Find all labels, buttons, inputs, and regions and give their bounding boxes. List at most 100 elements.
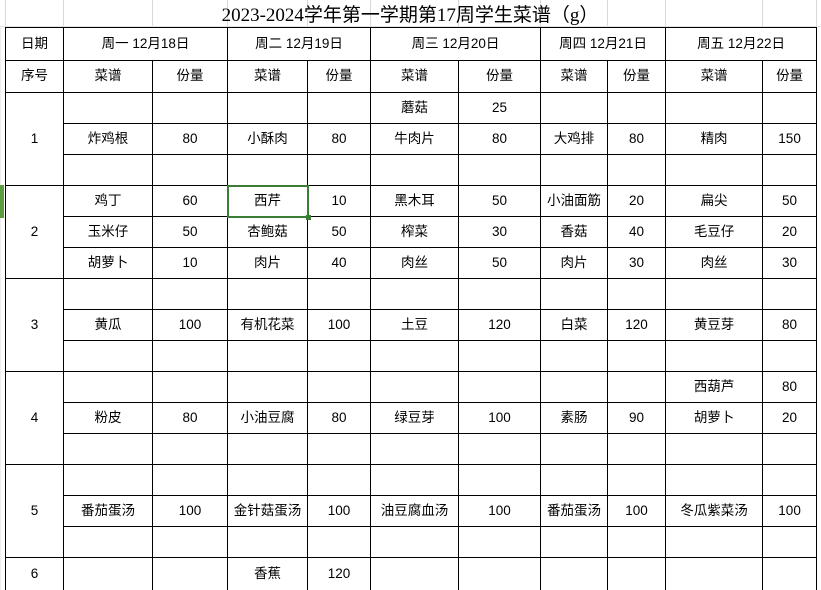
dish-cell-r4-d2-bot[interactable] [227,433,309,465]
table-row[interactable] [6,340,818,372]
amount-cell-r3-d4-mid[interactable]: 120 [607,309,667,341]
dish-cell-r2-d4-bot[interactable]: 肉片 [540,247,609,279]
amount-cell-r2-d1-mid[interactable]: 50 [151,216,229,248]
dish-cell-r4-d3-mid[interactable]: 绿豆芽 [370,402,460,434]
dish-cell-r3-d5-top[interactable] [665,278,764,310]
amount-cell-r2-d5-bot[interactable]: 30 [762,247,818,279]
dish-cell-r2-d4-mid[interactable]: 香菇 [540,216,609,248]
amount-cell-r4-d5-bot[interactable] [762,433,818,465]
dish-cell-r1-d2-bot[interactable] [227,154,309,186]
amount-cell-r1-d3-top[interactable]: 25 [458,92,542,124]
table-row[interactable]: 2 鸡丁 60 西芹 10 黑木耳 50 小油面筋 20 扁尖 50 [5,185,818,279]
dish-cell-r3-d5-bot[interactable] [665,340,764,372]
amount-cell-r4-d5-top[interactable]: 80 [762,371,818,403]
amount-cell-r1-d1-mid[interactable]: 80 [151,123,229,155]
amount-cell-r4-d4-mid[interactable]: 90 [607,402,667,434]
amount-cell-r1-d4-mid[interactable]: 80 [607,123,667,155]
dish-cell-r5-d5-mid[interactable]: 冬瓜紫菜汤 [665,495,764,527]
dish-cell-r2-d3-bot[interactable]: 肉丝 [370,247,460,279]
table-row[interactable] [6,154,818,186]
dish-cell-r3-d2-top[interactable] [227,278,309,310]
dish-cell-r5-d4-mid[interactable]: 番茄蛋汤 [540,495,609,527]
amount-cell-r5-d4-top[interactable] [607,464,667,496]
amount-cell-r2-d1-bot[interactable]: 10 [151,247,229,279]
amount-cell-r1-d1-top[interactable] [151,92,229,124]
amount-cell-r3-d3-mid[interactable]: 120 [458,309,542,341]
amount-cell-r3-d5-top[interactable] [762,278,818,310]
amount-cell-r3-d5-bot[interactable] [762,340,818,372]
amount-cell-r5-d1-mid[interactable]: 100 [151,495,229,527]
amount-cell-r5-d2-bot[interactable] [307,526,372,558]
amount-cell-r5-d3-top[interactable] [458,464,542,496]
amount-cell-r1-d2-top[interactable] [307,92,372,124]
amount-cell-r3-d3-top[interactable] [458,278,542,310]
table-row[interactable]: 黄瓜 100 有机花菜 100 土豆 120 白菜 120 黄豆芽 80 [6,309,818,341]
dish-cell-r4-d4-mid[interactable]: 素肠 [540,402,609,434]
dish-cell-r5-d1-top[interactable] [63,464,153,496]
dish-cell-r1-d4-top[interactable] [540,92,609,124]
dish-cell-r5-d1-bot[interactable] [63,526,153,558]
amount-cell-r1-d2-bot[interactable] [307,154,372,186]
amount-cell-r2-d4-mid[interactable]: 40 [607,216,667,248]
amount-cell-r4-d3-bot[interactable] [458,433,542,465]
amount-cell-r3-d2-mid[interactable]: 100 [307,309,372,341]
dish-cell-r3-d1-mid[interactable]: 黄瓜 [63,309,153,341]
table-row[interactable] [6,526,818,558]
dish-cell-r6-d3[interactable] [370,557,460,590]
amount-cell-r2-d3-top[interactable]: 50 [458,185,542,217]
selection-fill-handle[interactable] [305,214,311,220]
dish-cell-r4-d5-bot[interactable] [665,433,764,465]
amount-cell-r6-d1[interactable] [151,557,229,590]
dish-cell-r3-d2-mid[interactable]: 有机花菜 [227,309,309,341]
amount-cell-r5-d3-bot[interactable] [458,526,542,558]
amount-cell-r2-d4-bot[interactable]: 30 [607,247,667,279]
dish-cell-r3-d4-bot[interactable] [540,340,609,372]
dish-cell-r2-d2-top[interactable]: 西芹 [227,185,309,217]
amount-cell-r5-d3-mid[interactable]: 100 [458,495,542,527]
dish-cell-r4-d2-top[interactable] [227,371,309,403]
dish-cell-r3-d4-mid[interactable]: 白菜 [540,309,609,341]
amount-cell-r4-d2-top[interactable] [307,371,372,403]
dish-cell-r6-d5[interactable] [665,557,764,590]
amount-cell-r1-d1-bot[interactable] [151,154,229,186]
amount-cell-r3-d1-bot[interactable] [151,340,229,372]
dish-cell-r2-d1-bot[interactable]: 胡萝卜 [63,247,153,279]
menu-table[interactable]: 日期 周一 12月18日 周二 12月19日 周三 12月20日 周四 12月21日 周五… [5,27,818,590]
dish-cell-r5-d2-bot[interactable] [227,526,309,558]
dish-cell-r5-d4-bot[interactable] [540,526,609,558]
dish-cell-r4-d1-mid[interactable]: 粉皮 [63,402,153,434]
amount-cell-r2-d2-top[interactable]: 10 [307,185,372,217]
dish-cell-r5-d5-bot[interactable] [665,526,764,558]
dish-cell-r5-d4-top[interactable] [540,464,609,496]
dish-cell-r3-d3-top[interactable] [370,278,460,310]
amount-cell-r3-d2-top[interactable] [307,278,372,310]
dish-cell-r6-d4[interactable] [540,557,609,590]
dish-cell-r4-d2-mid[interactable]: 小油豆腐 [227,402,309,434]
dish-cell-r6-d2[interactable]: 香蕉 [227,557,309,590]
amount-cell-r2-d4-top[interactable]: 20 [607,185,667,217]
dish-cell-r1-d1-mid[interactable]: 炸鸡根 [63,123,153,155]
amount-cell-r2-d2-mid[interactable]: 50 [307,216,372,248]
dish-cell-r1-d3-mid[interactable]: 牛肉片 [370,123,460,155]
table-row[interactable]: 4 西葫芦 80 [5,371,818,465]
amount-cell-r3-d1-mid[interactable]: 100 [151,309,229,341]
dish-cell-r2-d3-mid[interactable]: 榨菜 [370,216,460,248]
table-row[interactable]: 1 蘑菇 25 [5,92,818,186]
dish-cell-r1-d5-top[interactable] [665,92,764,124]
amount-cell-r4-d3-mid[interactable]: 100 [458,402,542,434]
dish-cell-r5-d3-top[interactable] [370,464,460,496]
dish-cell-r5-d2-mid[interactable]: 金针菇蛋汤 [227,495,309,527]
dish-cell-r4-d4-top[interactable] [540,371,609,403]
dish-cell-r5-d3-bot[interactable] [370,526,460,558]
dish-cell-r1-d4-bot[interactable] [540,154,609,186]
amount-cell-r5-d4-mid[interactable]: 100 [607,495,667,527]
amount-cell-r5-d2-mid[interactable]: 100 [307,495,372,527]
dish-cell-r2-d2-bot[interactable]: 肉片 [227,247,309,279]
amount-cell-r4-d1-top[interactable] [151,371,229,403]
dish-cell-r1-d3-top[interactable]: 蘑菇 [370,92,460,124]
dish-cell-r4-d3-top[interactable] [370,371,460,403]
amount-cell-r5-d1-bot[interactable] [151,526,229,558]
dish-cell-r4-d4-bot[interactable] [540,433,609,465]
table-row[interactable] [6,433,818,465]
amount-cell-r2-d3-bot[interactable]: 50 [458,247,542,279]
